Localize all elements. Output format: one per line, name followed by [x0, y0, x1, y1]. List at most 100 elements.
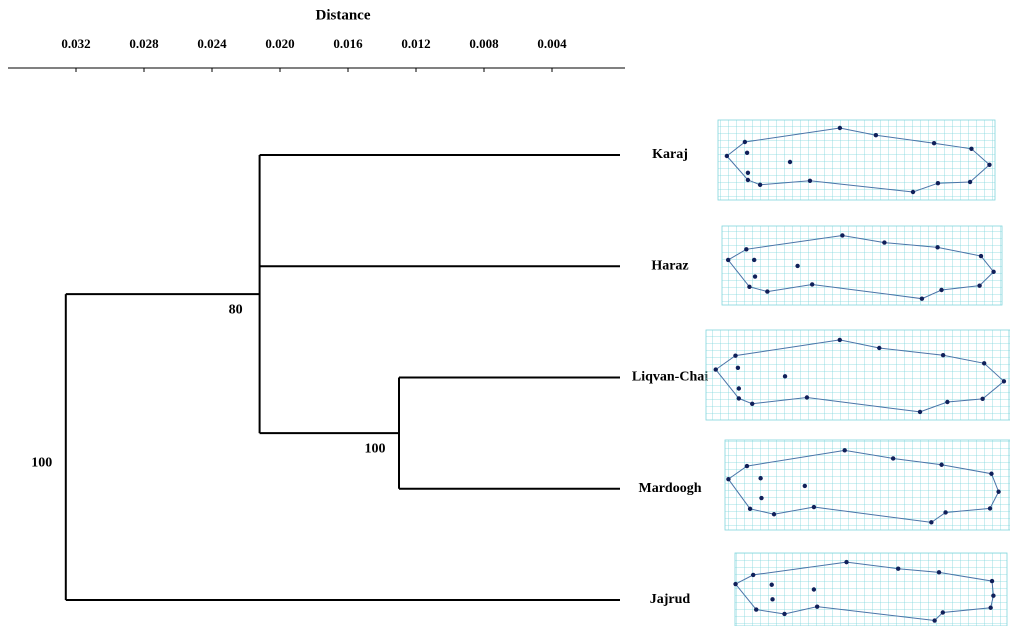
landmark: [733, 582, 737, 586]
landmark: [753, 274, 757, 278]
landmark: [932, 618, 936, 622]
landmark: [744, 247, 748, 251]
deformation-grid: [725, 440, 1010, 530]
deformation-grid: [735, 553, 1007, 626]
x-tick-label: 0.024: [197, 36, 227, 51]
landmark: [996, 490, 1000, 494]
landmark: [758, 183, 762, 187]
dendrogram-chart: Distance 0.032 0.028 0.024 0.020 0.016 0.012 0…: [0, 0, 1010, 626]
landmark: [935, 245, 939, 249]
landmark: [805, 395, 809, 399]
landmark: [759, 496, 763, 500]
landmark: [714, 367, 718, 371]
x-tick-label: 0.004: [537, 36, 567, 51]
landmark: [745, 464, 749, 468]
landmark: [751, 573, 755, 577]
x-tick-label: 0.020: [265, 36, 294, 51]
landmark: [843, 448, 847, 452]
landmark: [748, 507, 752, 511]
landmark: [765, 289, 769, 293]
deformation-grid: [722, 226, 1002, 305]
x-tick-label: 0.032: [61, 36, 90, 51]
landmark: [746, 178, 750, 182]
landmark: [911, 190, 915, 194]
landmark: [733, 353, 737, 357]
landmark: [968, 180, 972, 184]
landmark: [877, 346, 881, 350]
leaf-label: Karaj: [652, 147, 688, 162]
landmark: [736, 366, 740, 370]
landmark: [758, 476, 762, 480]
landmark: [754, 607, 758, 611]
support-label: 100: [365, 441, 386, 456]
landmark: [941, 353, 945, 357]
leaf-label: Liqvan-Chai: [632, 370, 708, 385]
landmark: [752, 258, 756, 262]
landmark: [920, 296, 924, 300]
landmark: [810, 282, 814, 286]
landmark: [979, 254, 983, 258]
landmark: [746, 171, 750, 175]
landmark: [987, 163, 991, 167]
landmark: [808, 179, 812, 183]
landmark: [945, 400, 949, 404]
x-tick-label: 0.016: [333, 36, 363, 51]
landmark: [929, 520, 933, 524]
landmark: [918, 410, 922, 414]
landmark: [782, 612, 786, 616]
landmark: [941, 610, 945, 614]
landmark: [838, 338, 842, 342]
deformation-grid: [718, 120, 995, 200]
landmark: [991, 270, 995, 274]
leaf-label: Haraz: [651, 258, 688, 273]
landmark: [980, 397, 984, 401]
support-label: 80: [229, 302, 243, 317]
landmark: [982, 361, 986, 365]
landmark: [815, 604, 819, 608]
landmark: [989, 472, 993, 476]
leaf-label: Mardoogh: [639, 481, 702, 496]
leaf-label: Jajrud: [650, 592, 691, 607]
landmark: [939, 288, 943, 292]
landmark: [726, 477, 730, 481]
landmark: [770, 583, 774, 587]
landmark: [725, 154, 729, 158]
landmark: [803, 484, 807, 488]
landmark: [988, 606, 992, 610]
x-tick-label: 0.028: [129, 36, 159, 51]
landmark: [939, 463, 943, 467]
landmark: [745, 151, 749, 155]
landmark: [1002, 379, 1006, 383]
landmark: [937, 570, 941, 574]
landmark: [812, 587, 816, 591]
landmark: [812, 505, 816, 509]
x-tick-label: 0.008: [469, 36, 499, 51]
landmark: [844, 560, 848, 564]
landmark: [743, 140, 747, 144]
landmark: [838, 126, 842, 130]
landmark: [750, 402, 754, 406]
landmark: [737, 396, 741, 400]
landmark: [969, 147, 973, 151]
support-label: 100: [31, 455, 52, 470]
landmark: [788, 160, 792, 164]
landmark: [932, 141, 936, 145]
landmark: [726, 258, 730, 262]
landmark: [882, 240, 886, 244]
landmark: [747, 285, 751, 289]
landmark: [840, 233, 844, 237]
landmark: [991, 594, 995, 598]
landmark: [891, 456, 895, 460]
landmark: [737, 386, 741, 390]
landmark: [770, 597, 774, 601]
x-tick-label: 0.012: [401, 36, 430, 51]
landmark: [936, 181, 940, 185]
landmark: [772, 512, 776, 516]
axis-title: Distance: [316, 7, 371, 23]
landmark: [943, 510, 947, 514]
landmark: [977, 283, 981, 287]
landmark: [795, 264, 799, 268]
landmark: [988, 506, 992, 510]
landmark: [783, 374, 787, 378]
landmark: [874, 133, 878, 137]
